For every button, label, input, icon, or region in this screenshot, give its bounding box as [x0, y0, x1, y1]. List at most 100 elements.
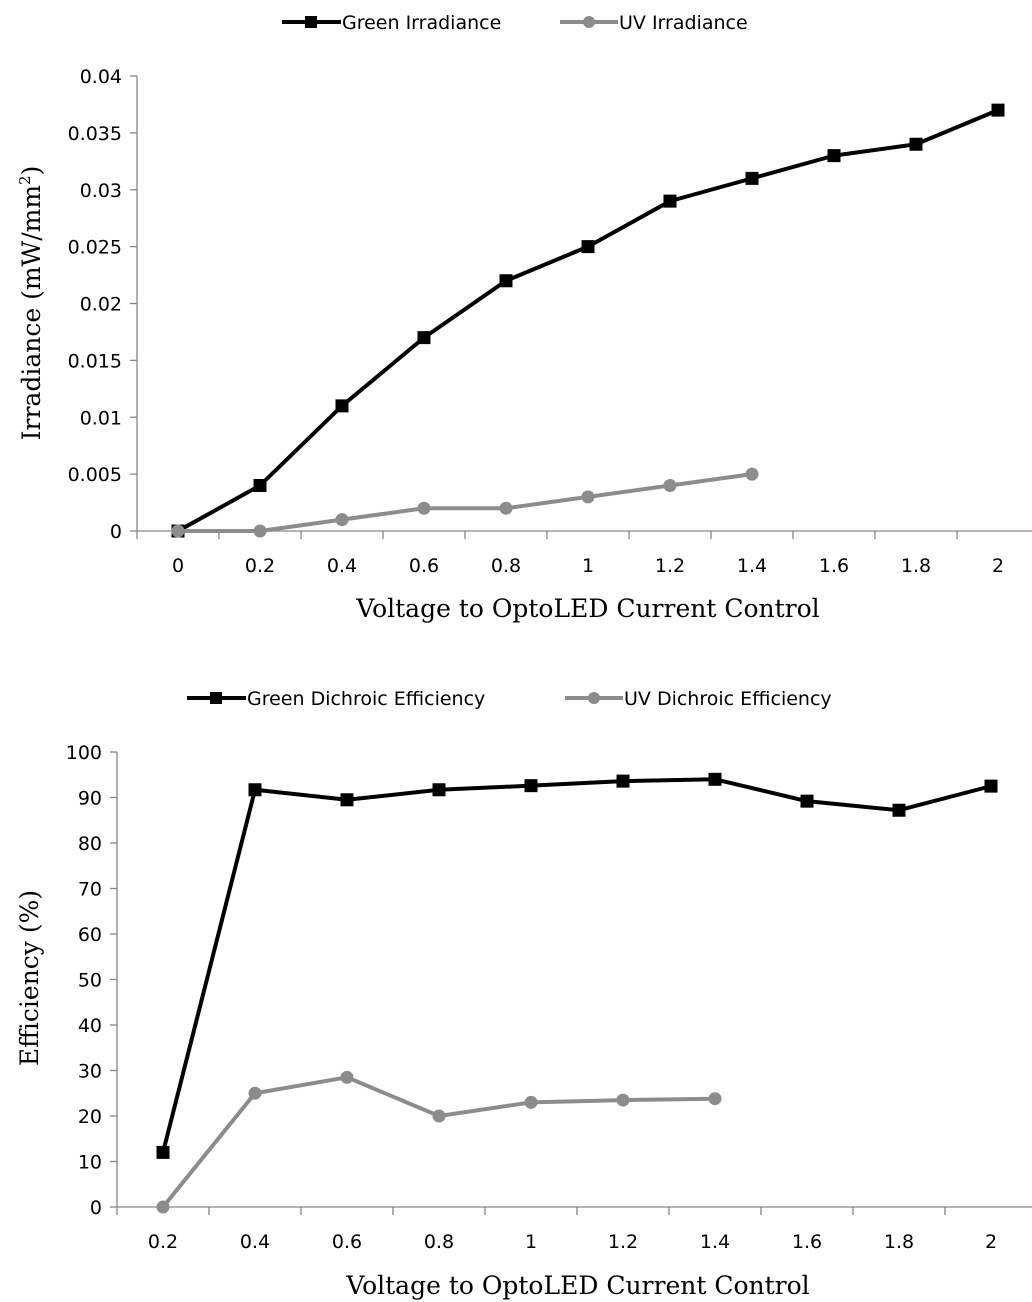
irradiance-x-tick-label: 1.6 — [819, 555, 849, 577]
legend-entry-uv-irradiance: UV Irradiance — [560, 12, 748, 34]
efficiency-x-tick-label: 1.6 — [792, 1231, 822, 1253]
irradiance-data-point-uv-irradiance — [499, 501, 513, 515]
legend-label-green-efficiency: Green Dichroic Efficiency — [247, 688, 485, 710]
efficiency-y-tick-label: 60 — [78, 924, 102, 946]
irradiance-data-point-green-irradiance — [499, 274, 513, 288]
efficiency-y-axis-title: Efficiency (%) — [15, 890, 44, 1066]
efficiency-y-tick-label: 20 — [78, 1106, 102, 1128]
legend-entry-green-efficiency: Green Dichroic Efficiency — [187, 688, 485, 710]
efficiency-x-tick-label: 1.2 — [608, 1231, 638, 1253]
irradiance-x-tick-label: 1.2 — [655, 555, 685, 577]
efficiency-x-tick-label: 2 — [985, 1231, 997, 1253]
efficiency-x-tick-label: 0.8 — [424, 1231, 454, 1253]
efficiency-x-tick-label: 0.2 — [148, 1231, 178, 1253]
irradiance-x-tick-label: 1.4 — [737, 555, 767, 577]
irradiance-y-axis-title-main: Irradiance (mW/mm — [17, 185, 46, 441]
irradiance-y-tick-label: 0 — [110, 521, 122, 543]
efficiency-data-point-green-dichroic-efficiency — [616, 774, 630, 788]
irradiance-x-tick-label: 1 — [582, 555, 594, 577]
irradiance-y-tick-label: 0.005 — [68, 464, 122, 486]
efficiency-data-point-green-dichroic-efficiency — [524, 779, 538, 793]
efficiency-y-tick-label: 70 — [78, 879, 102, 901]
efficiency-chart: Green Dichroic Efficiency UV Dichroic Ef… — [15, 688, 1032, 1300]
irradiance-y-tick-label: 0.03 — [80, 180, 122, 202]
irradiance-y-tick-label: 0.01 — [80, 407, 122, 429]
efficiency-y-tick-label: 100 — [66, 742, 102, 764]
irradiance-y-tick-label: 0.02 — [80, 294, 122, 316]
irradiance-data-point-green-irradiance — [335, 399, 349, 413]
efficiency-x-tick-label: 1 — [525, 1231, 537, 1253]
irradiance-x-tick-label: 0.2 — [245, 555, 275, 577]
irradiance-axes — [136, 76, 1032, 532]
irradiance-y-axis-title: Irradiance (mW/mm2) — [16, 166, 46, 441]
irradiance-data-point-green-irradiance — [991, 103, 1005, 117]
efficiency-data-point-uv-dichroic-efficiency — [340, 1070, 354, 1084]
legend-swatch-marker-green-efficiency — [210, 692, 222, 704]
efficiency-y-tick-label: 90 — [78, 788, 102, 810]
irradiance-data-point-green-irradiance — [909, 137, 923, 151]
irradiance-data-point-uv-irradiance — [335, 513, 349, 527]
efficiency-data-point-uv-dichroic-efficiency — [616, 1093, 630, 1107]
efficiency-series-line-green-dichroic-efficiency — [161, 777, 992, 1153]
irradiance-x-tick-label: 0 — [172, 555, 184, 577]
legend-swatch-marker-uv-irradiance — [583, 16, 595, 28]
efficiency-data-point-green-dichroic-efficiency — [340, 793, 354, 807]
irradiance-data-point-uv-irradiance — [417, 501, 431, 515]
legend-label-green-irradiance: Green Irradiance — [342, 12, 501, 34]
irradiance-series-line-green-irradiance — [177, 108, 999, 533]
efficiency-y-tick-label: 10 — [78, 1152, 102, 1174]
irradiance-data-point-green-irradiance — [827, 149, 841, 163]
efficiency-y-tick-label: 80 — [78, 833, 102, 855]
irradiance-series — [171, 103, 1005, 538]
efficiency-data-point-green-dichroic-efficiency — [800, 794, 814, 808]
irradiance-x-axis-title: Voltage to OptoLED Current Control — [355, 594, 819, 623]
efficiency-legend: Green Dichroic Efficiency UV Dichroic Ef… — [187, 688, 832, 710]
irradiance-data-point-green-irradiance — [745, 171, 759, 185]
efficiency-axes — [116, 752, 1032, 1208]
efficiency-y-tick-label: 0 — [90, 1197, 102, 1219]
legend-label-uv-efficiency: UV Dichroic Efficiency — [624, 688, 832, 710]
irradiance-x-tick-label: 0.4 — [327, 555, 357, 577]
irradiance-y-axis-title-superscript: 2 — [16, 175, 34, 185]
efficiency-data-point-green-dichroic-efficiency — [892, 803, 906, 817]
irradiance-x-tick-label: 0.6 — [409, 555, 439, 577]
efficiency-y-tick-label: 30 — [78, 1061, 102, 1083]
efficiency-y-tick-label: 50 — [78, 970, 102, 992]
efficiency-y-tick-label: 40 — [78, 1015, 102, 1037]
efficiency-data-point-green-dichroic-efficiency — [432, 783, 446, 797]
efficiency-series — [156, 772, 998, 1214]
irradiance-x-tick-label: 0.8 — [491, 555, 521, 577]
efficiency-data-point-green-dichroic-efficiency — [984, 779, 998, 793]
efficiency-data-point-green-dichroic-efficiency — [156, 1145, 170, 1159]
efficiency-data-point-uv-dichroic-efficiency — [432, 1109, 446, 1123]
irradiance-x-tick-label: 1.8 — [901, 555, 931, 577]
efficiency-y-ticks: 0 10 20 30 40 50 60 70 80 90 100 — [66, 742, 117, 1219]
irradiance-data-point-uv-irradiance — [171, 524, 185, 538]
irradiance-y-tick-label: 0.015 — [68, 350, 122, 372]
irradiance-y-axis-title-suffix: ) — [17, 166, 46, 176]
efficiency-x-tick-label: 1.8 — [884, 1231, 914, 1253]
legend-swatch-marker-green-irradiance — [305, 16, 317, 28]
irradiance-data-point-uv-irradiance — [253, 524, 267, 538]
efficiency-data-point-uv-dichroic-efficiency — [248, 1086, 262, 1100]
efficiency-x-tick-label: 1.4 — [700, 1231, 730, 1253]
efficiency-x-tick-label: 0.4 — [240, 1231, 270, 1253]
legend-label-uv-irradiance: UV Irradiance — [619, 12, 748, 34]
irradiance-y-tick-label: 0.035 — [68, 123, 122, 145]
irradiance-legend: Green Irradiance UV Irradiance — [282, 12, 748, 34]
efficiency-data-point-uv-dichroic-efficiency — [156, 1200, 170, 1214]
efficiency-data-point-green-dichroic-efficiency — [248, 783, 262, 797]
irradiance-data-point-uv-irradiance — [581, 490, 595, 504]
efficiency-x-tick-label: 0.6 — [332, 1231, 362, 1253]
irradiance-data-point-uv-irradiance — [745, 467, 759, 481]
irradiance-x-ticks: 0 0.2 0.4 0.6 0.8 1 1.2 1.4 1.6 1.8 2 — [136, 531, 1004, 577]
efficiency-data-point-uv-dichroic-efficiency — [524, 1095, 538, 1109]
efficiency-series-line-uv-dichroic-efficiency — [161, 1075, 716, 1209]
legend-entry-uv-efficiency: UV Dichroic Efficiency — [565, 688, 832, 710]
efficiency-x-ticks: 0.2 0.4 0.6 0.8 1 1.2 1.4 1.6 1.8 2 — [116, 1207, 997, 1253]
efficiency-data-point-green-dichroic-efficiency — [708, 772, 722, 786]
legend-swatch-marker-uv-efficiency — [588, 692, 600, 704]
efficiency-data-point-uv-dichroic-efficiency — [708, 1092, 722, 1106]
irradiance-y-ticks: 0 0.005 0.01 0.015 0.02 0.025 0.03 0.035 0.04 — [68, 66, 137, 543]
